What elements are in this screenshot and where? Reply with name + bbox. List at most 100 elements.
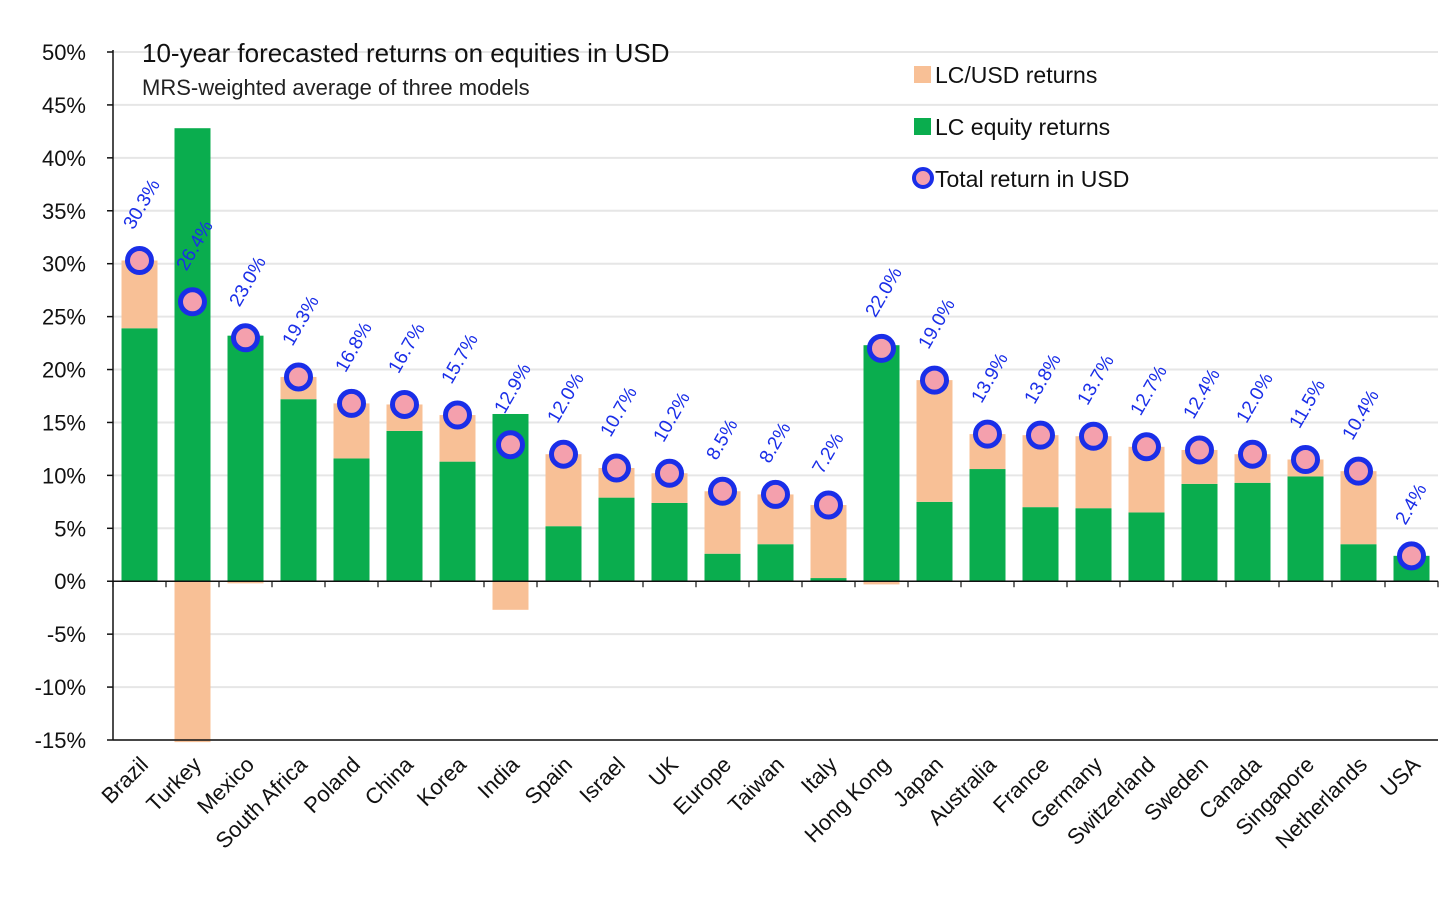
x-tick-label-poland: Poland — [299, 752, 365, 818]
marker-total-china — [390, 389, 419, 419]
data-label-italy: 7.2% — [809, 429, 849, 477]
marker-total-canada — [1238, 439, 1267, 469]
y-tick-label: -10% — [35, 675, 86, 700]
x-tick-label-usa: USA — [1375, 752, 1425, 802]
bar-lc-equity-south-africa — [280, 399, 317, 582]
marker-total-australia — [973, 419, 1002, 449]
y-tick-label: 0% — [54, 569, 86, 594]
bar-lc-equity-turkey — [174, 128, 211, 582]
x-tick-label-israel: Israel — [574, 752, 630, 808]
legend-label-total-return: Total return in USD — [935, 166, 1129, 192]
bars-positive — [121, 128, 1430, 582]
marker-total-france — [1026, 420, 1055, 450]
bars-negative — [174, 581, 900, 743]
data-label-usa: 2.4% — [1392, 480, 1432, 528]
x-tick-label-taiwan: Taiwan — [723, 752, 789, 818]
bar-lc-equity-italy — [810, 578, 847, 582]
data-label-taiwan: 8.2% — [756, 419, 796, 467]
bar-lc-equity-china — [386, 430, 423, 582]
bar-lc-equity-singapore — [1287, 476, 1324, 582]
legend-label-lc-equity: LC equity returns — [935, 114, 1110, 140]
bar-lc-equity-poland — [333, 458, 370, 582]
marker-total-korea — [443, 400, 472, 430]
marker-total-poland — [337, 388, 366, 418]
total-return-markers — [125, 246, 1426, 571]
data-label-brazil: 30.3% — [120, 176, 165, 233]
legend-marker-total-return — [912, 167, 934, 189]
data-label-switzerland: 12.7% — [1127, 362, 1172, 419]
marker-total-israel — [602, 453, 631, 483]
y-tick-label: 40% — [42, 146, 86, 171]
bar-lc-equity-switzerland — [1128, 512, 1165, 582]
y-axis-ticks: -15% -10% -5% 0% 5% 10% 15% 20% 25% 30% 35% 40% 45% 5… — [35, 40, 113, 753]
bar-lc-equity-mexico — [227, 335, 264, 582]
marker-total-hong-kong — [867, 333, 896, 363]
bar-lc-usd-turkey — [174, 581, 211, 743]
legend-label-lc-usd: LC/USD returns — [935, 62, 1097, 88]
bar-lc-equity-australia — [969, 469, 1006, 582]
x-tick-label-uk: UK — [644, 752, 684, 792]
bar-lc-equity-hong-kong — [863, 345, 900, 582]
marker-total-switzerland — [1132, 432, 1161, 462]
x-tick-label-india: India — [473, 751, 525, 803]
bar-lc-equity-spain — [545, 526, 582, 582]
bar-lc-equity-uk — [651, 502, 688, 582]
bar-lc-equity-korea — [439, 461, 476, 582]
bar-lc-equity-netherlands — [1340, 544, 1377, 582]
marker-total-mexico — [231, 323, 260, 353]
data-label-france: 13.8% — [1021, 350, 1066, 407]
x-tick-label-spain: Spain — [520, 752, 577, 809]
y-tick-label: 35% — [42, 199, 86, 224]
data-label-india: 12.9% — [491, 360, 536, 417]
marker-total-usa — [1397, 541, 1426, 571]
y-tick-label: 15% — [42, 410, 86, 435]
data-label-japan: 19.0% — [915, 295, 960, 352]
y-tick-label: 30% — [42, 252, 86, 277]
data-label-canada: 12.0% — [1233, 369, 1278, 426]
bar-lc-equity-canada — [1234, 482, 1271, 582]
marker-total-netherlands — [1344, 456, 1373, 486]
data-label-poland: 16.8% — [332, 319, 377, 376]
marker-total-spain — [549, 439, 578, 469]
data-label-spain: 12.0% — [544, 369, 589, 426]
marker-total-italy — [814, 490, 843, 520]
legend-swatch-lc-equity — [914, 118, 931, 135]
bar-lc-equity-europe — [704, 553, 741, 582]
x-tick-label-italy: Italy — [796, 752, 842, 798]
y-tick-label: 25% — [42, 305, 86, 330]
bar-lc-usd-india — [492, 581, 529, 610]
bar-lc-equity-japan — [916, 501, 953, 582]
marker-total-south-africa — [284, 362, 313, 392]
marker-total-uk — [655, 458, 684, 488]
y-tick-label: 5% — [54, 516, 86, 541]
data-label-hong-kong: 22.0% — [862, 264, 907, 321]
data-label-uk: 10.2% — [650, 389, 695, 446]
marker-total-germany — [1079, 421, 1108, 451]
data-label-china: 16.7% — [385, 320, 430, 377]
bar-lc-usd-hong-kong — [863, 581, 900, 585]
marker-total-brazil — [125, 246, 154, 276]
x-tick-label-korea: Korea — [412, 751, 472, 811]
marker-total-singapore — [1291, 445, 1320, 475]
x-tick-label-turkey: Turkey — [141, 752, 206, 817]
bar-lc-equity-brazil — [121, 328, 158, 582]
data-label-germany: 13.7% — [1074, 351, 1119, 408]
x-tick-label-china: China — [360, 751, 419, 810]
data-label-mexico: 23.0% — [226, 253, 271, 310]
data-label-australia: 13.9% — [968, 349, 1013, 406]
marker-total-taiwan — [761, 479, 790, 509]
y-tick-label: 10% — [42, 463, 86, 488]
y-tick-label: -15% — [35, 728, 86, 753]
bar-lc-usd-mexico — [227, 581, 264, 584]
data-label-sweden: 12.4% — [1180, 365, 1225, 422]
marker-total-sweden — [1185, 435, 1214, 465]
data-label-south-africa: 19.3% — [279, 292, 324, 349]
marker-total-india — [496, 430, 525, 460]
chart-title: 10-year forecasted returns on equities i… — [142, 38, 670, 68]
marker-total-turkey — [178, 287, 207, 317]
bar-lc-equity-france — [1022, 507, 1059, 582]
bar-lc-equity-israel — [598, 497, 635, 582]
y-tick-label: 20% — [42, 358, 86, 383]
